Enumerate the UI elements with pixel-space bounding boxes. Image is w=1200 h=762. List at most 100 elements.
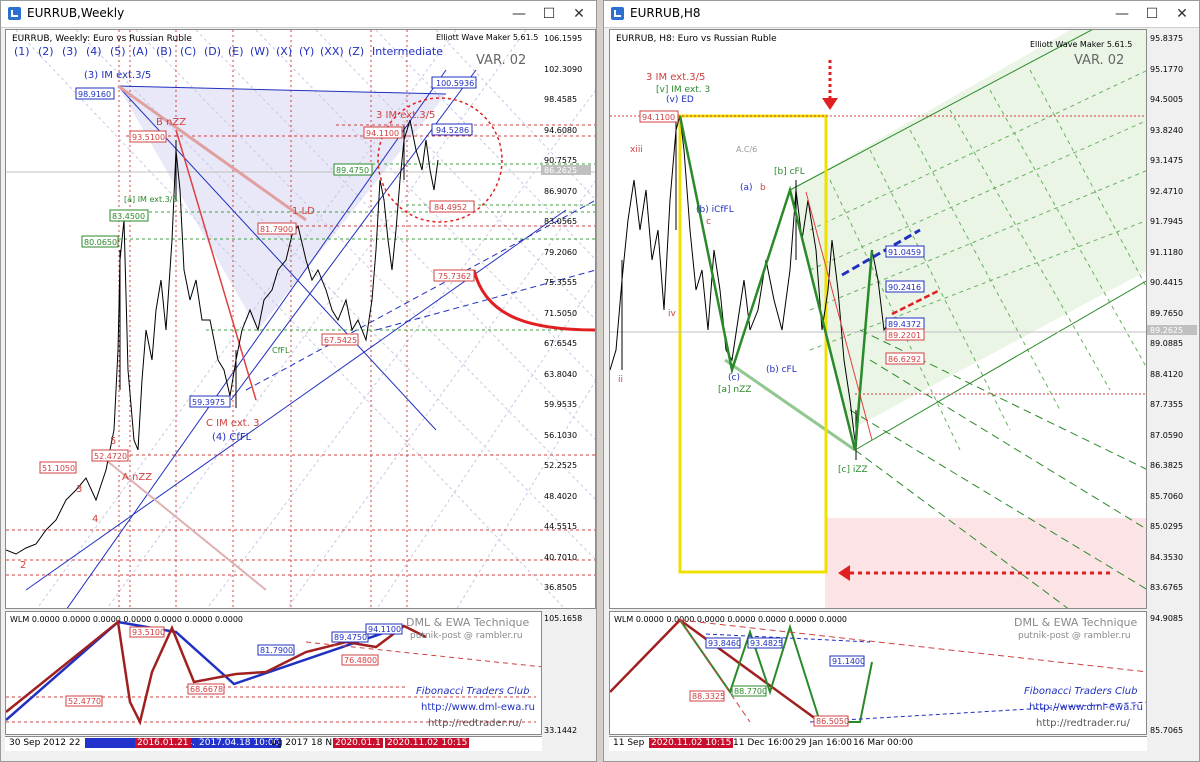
- svg-text:93.1475: 93.1475: [1150, 156, 1183, 165]
- wave-btn: (E): [228, 45, 244, 58]
- maximize-button[interactable]: ☐: [1145, 6, 1159, 22]
- svg-text:83.6765: 83.6765: [1150, 583, 1183, 592]
- arrow-to-h8: [472, 269, 595, 332]
- svg-text:B nZZ: B nZZ: [156, 117, 186, 128]
- svg-text:4: 4: [92, 514, 98, 525]
- chart-header: EURRUB, H8: Euro vs Russian Ruble: [616, 34, 777, 44]
- wave-btn: (3): [62, 45, 78, 58]
- green-channel-lines: [789, 30, 1146, 451]
- chart-window-icon: [8, 7, 21, 20]
- svg-text:94.5005: 94.5005: [1150, 95, 1183, 104]
- svg-text:http://redtrader.ru/: http://redtrader.ru/: [1036, 718, 1131, 729]
- wave-btn: (B): [156, 45, 172, 58]
- svg-text:86.6292: 86.6292: [888, 355, 921, 364]
- svg-text:3 IM ext.3/5: 3 IM ext.3/5: [646, 72, 705, 83]
- blue-channel: [25, 69, 567, 608]
- svg-text:71.5050: 71.5050: [544, 309, 577, 318]
- close-button[interactable]: ✕: [1176, 6, 1188, 22]
- h8-levels: [610, 115, 1146, 395]
- weekly-window-titlebar[interactable]: EURRUB,Weekly — ☐ ✕: [1, 1, 596, 28]
- svg-text:44.5515: 44.5515: [544, 522, 577, 531]
- svg-text:c: c: [706, 217, 711, 227]
- svg-text:52.4770: 52.4770: [68, 697, 101, 706]
- wave-toolbar: (1) (2) (3) (4) (5) (A) (B) (C) (D) (E) …: [14, 45, 443, 58]
- svg-text:98.9160: 98.9160: [78, 90, 111, 99]
- var-label: VAR. 02: [476, 53, 526, 68]
- svg-text:3: 3: [76, 484, 82, 495]
- svg-text:90.7575: 90.7575: [544, 156, 577, 165]
- wave-btn: (Z): [348, 45, 364, 58]
- weekly-wlm-indicator[interactable]: WLM 0.0000 0.0000 0.0000 0.0000 0.0000 0…: [5, 611, 542, 735]
- red-trendline: [175, 129, 257, 401]
- svg-text:88.3325: 88.3325: [692, 692, 725, 701]
- wlm-blue-dash: [705, 633, 1146, 723]
- svg-text:1 LD: 1 LD: [292, 206, 315, 217]
- svg-text:90.4415: 90.4415: [1150, 278, 1183, 287]
- svg-text:40.7010: 40.7010: [544, 553, 577, 562]
- svg-text:putnik-post @ rambler.ru: putnik-post @ rambler.ru: [1018, 631, 1131, 641]
- svg-text:102.3090: 102.3090: [544, 65, 582, 74]
- svg-text:79.2060: 79.2060: [544, 248, 577, 257]
- wlm-red-line: [6, 619, 427, 726]
- svg-text:87.7355: 87.7355: [1150, 400, 1183, 409]
- minimize-button[interactable]: —: [512, 6, 526, 22]
- wave-labels: (3) IM ext.3/5 B nZZ [a] IM ext.3/5 1 LD…: [20, 70, 435, 571]
- svg-text:A nZZ: A nZZ: [122, 472, 152, 483]
- wave-btn: (XX): [320, 45, 344, 58]
- wlm-dash: [679, 619, 1146, 723]
- svg-text:90.2416: 90.2416: [888, 283, 921, 292]
- svg-text:85.7060: 85.7060: [1150, 492, 1183, 501]
- svg-text:(a): (a): [740, 183, 753, 193]
- svg-text:xiii: xiii: [630, 145, 643, 155]
- h8-chart-window[interactable]: EURRUB,H8 — ☐ ✕: [603, 0, 1200, 762]
- wlm-dash: [305, 641, 541, 668]
- wave-btn: (2): [38, 45, 54, 58]
- yellow-box: [678, 114, 828, 574]
- svg-text:36.8505: 36.8505: [544, 583, 577, 592]
- ewm-label: Elliott Wave Maker 5.61.5: [1030, 40, 1132, 49]
- minimize-button[interactable]: —: [1115, 6, 1129, 22]
- wave-btn: (5): [110, 45, 126, 58]
- svg-text:89.2201: 89.2201: [888, 331, 921, 340]
- svg-text:(b) cFL: (b) cFL: [766, 365, 797, 375]
- svg-text:[c] iZZ: [c] iZZ: [838, 465, 868, 475]
- svg-text:91.7945: 91.7945: [1150, 217, 1183, 226]
- weekly-main-chart[interactable]: (1) (2) (3) (4) (5) (A) (B) (C) (D) (E) …: [5, 29, 596, 609]
- weekly-chart-window[interactable]: EURRUB,Weekly — ☐ ✕: [0, 0, 597, 762]
- svg-text:(c): (c): [728, 373, 740, 383]
- svg-text:(v) ED: (v) ED: [666, 95, 694, 105]
- wlm-label: WLM 0.0000 0.0000 0.0000 0.0000 0.0000 0…: [10, 615, 243, 624]
- chart-window-icon: [611, 7, 624, 20]
- green-zigzag: [678, 115, 874, 451]
- weekly-window-title: EURRUB,Weekly: [27, 6, 125, 20]
- svg-text:94.6080: 94.6080: [544, 126, 577, 135]
- svg-text:[a] nZZ: [a] nZZ: [718, 385, 751, 395]
- h8-price-plot[interactable]: EURRUB, H8: Euro vs Russian Ruble Elliot…: [610, 30, 1147, 609]
- branding: DML & EWA Technique putnik-post @ ramble…: [1014, 616, 1143, 729]
- close-button[interactable]: ✕: [573, 6, 585, 22]
- h8-price-tags: 94.1100 91.0459 90.2416 89.4372 89.2201 …: [639, 110, 925, 365]
- svg-text:94.5286: 94.5286: [436, 126, 469, 135]
- price-tags: 98.9160 100.5936 94.5286 94.1100 93.5100…: [39, 76, 477, 474]
- svg-text:93.4825: 93.4825: [750, 639, 783, 648]
- svg-text:80.0650: 80.0650: [84, 238, 117, 247]
- h8-main-chart[interactable]: EURRUB, H8: Euro vs Russian Ruble Elliot…: [609, 29, 1147, 609]
- maximize-button[interactable]: ☐: [542, 6, 556, 22]
- svg-text:83.0565: 83.0565: [544, 217, 577, 226]
- wave-btn: (D): [204, 45, 221, 58]
- wlm-label: WLM 0.0000 0.0000 0.0000 0.0000 0.0000 0…: [614, 615, 847, 624]
- sub-tags: 93.8460 93.4825 91.1400 88.3325 88.7700 …: [689, 637, 865, 727]
- weekly-price-axis: 106.1595 102.3090 98.4585 94.6080 90.757…: [541, 34, 591, 735]
- h8-wlm-indicator[interactable]: WLM 0.0000 0.0000 0.0000 0.0000 0.0000 0…: [609, 611, 1147, 735]
- svg-text:(b) iCfFL: (b) iCfFL: [696, 205, 734, 215]
- weekly-price-plot[interactable]: (1) (2) (3) (4) (5) (A) (B) (C) (D) (E) …: [6, 30, 596, 609]
- h8-window-titlebar[interactable]: EURRUB,H8 — ☐ ✕: [604, 1, 1199, 28]
- svg-text:88.7700: 88.7700: [734, 687, 767, 696]
- svg-text:89.4372: 89.4372: [888, 320, 921, 329]
- svg-text:5: 5: [110, 436, 116, 447]
- svg-text:98.4585: 98.4585: [544, 95, 577, 104]
- wave-btn: (Y): [299, 45, 314, 58]
- svg-text:88.4120: 88.4120: [1150, 370, 1183, 379]
- wlm-blue-line: [6, 620, 405, 721]
- h8-candles: [610, 115, 891, 451]
